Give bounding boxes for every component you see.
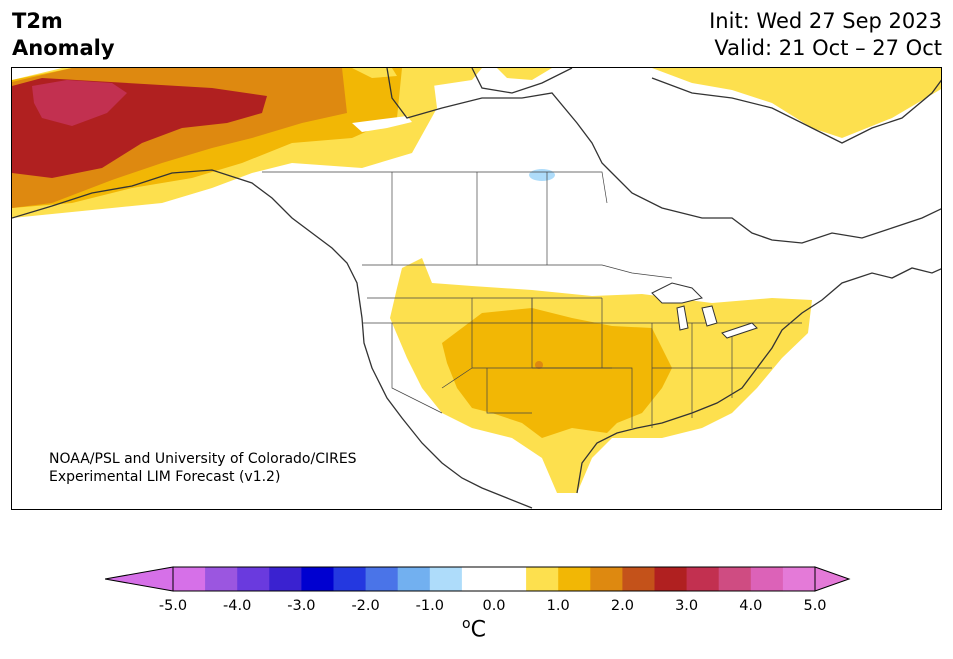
init-date: Init: Wed 27 Sep 2023 [709, 9, 942, 33]
colorbar-segment [301, 567, 334, 591]
colorbar-frame [172, 566, 816, 592]
us-gold-region [442, 308, 672, 438]
arctic-yellow-region-2 [407, 68, 482, 86]
colorbar-segment [686, 567, 720, 591]
anomaly-map [11, 67, 942, 510]
colorbar-segment [718, 567, 752, 591]
colorbar-segment [558, 567, 591, 591]
colorbar-segment [750, 567, 784, 591]
colorbar-tick-label: -2.0 [351, 598, 380, 614]
us-orange-spot [535, 361, 543, 369]
coastlines [12, 68, 941, 509]
valid-range: Valid: 21 Oct – 27 Oct [714, 36, 942, 60]
colorbar-segment [237, 567, 270, 591]
political-borders [262, 171, 802, 428]
great-lakes [651, 282, 758, 339]
colorbar-tick-label: 4.0 [739, 598, 763, 614]
colorbar-segment [397, 567, 431, 591]
variable-label: T2m [12, 9, 63, 33]
colorbar-tick-label: 1.0 [546, 598, 570, 614]
credit-line-2: Experimental LIM Forecast (v1.2) [49, 469, 281, 485]
credit-line-1: NOAA/PSL and University of Colorado/CIRE… [49, 451, 357, 467]
colorbar-unit: oC [462, 616, 486, 642]
colorbar-tick-label: -4.0 [223, 598, 252, 614]
colorbar-over-arrow [814, 566, 851, 592]
cool-anomaly-blob [529, 169, 555, 181]
colorbar-segment [205, 567, 238, 591]
colorbar-segment [782, 567, 816, 591]
forecast-dates: Init: Wed 27 Sep 2023 Valid: 21 Oct – 27… [709, 8, 942, 62]
colorbar-under-arrow [105, 566, 174, 592]
alaska-crimson-region [32, 80, 127, 126]
greenland-yellow-region [652, 68, 941, 138]
map-title: T2m Anomaly [12, 8, 115, 62]
anomaly-label: Anomaly [12, 36, 115, 60]
colorbar-segment [269, 567, 302, 591]
colorbar-tick-label: 2.0 [610, 598, 634, 614]
colorbar-segment [173, 567, 206, 591]
colorbar-segment [590, 567, 623, 591]
lake-shape [352, 116, 412, 132]
colorbar-segment [494, 567, 527, 591]
colorbar-tick-label: -5.0 [158, 598, 188, 614]
colorbar-tick-label: 3.0 [675, 598, 699, 614]
colorbar-tick-label: 5.0 [803, 598, 827, 614]
colorbar-tick-label: -1.0 [415, 598, 444, 614]
colorbar-segment [429, 567, 463, 591]
unit-superscript: o [462, 616, 471, 632]
colorbar-ticks: -5.0 -4.0 -3.0 -2.0 -1.0 0.0 1.0 2.0 3.0 4.0 5.0 [0, 598, 953, 618]
colorbar-segment [622, 567, 655, 591]
credit-text: NOAA/PSL and University of Colorado/CIRE… [49, 450, 357, 486]
unit-label: C [470, 617, 486, 643]
colorbar-segment [365, 567, 399, 591]
colorbar [105, 566, 851, 592]
colorbar-segment [526, 567, 559, 591]
map-canvas [12, 68, 941, 509]
colorbar-segment [333, 567, 367, 591]
colorbar-segment [654, 567, 688, 591]
arctic-yellow-region-1 [352, 68, 397, 78]
colorbar-tick-label: -3.0 [287, 598, 316, 614]
colorbar-tick-label: 0.0 [482, 598, 506, 614]
arctic-yellow-region-3 [497, 68, 552, 80]
colorbar-segment [461, 567, 495, 591]
